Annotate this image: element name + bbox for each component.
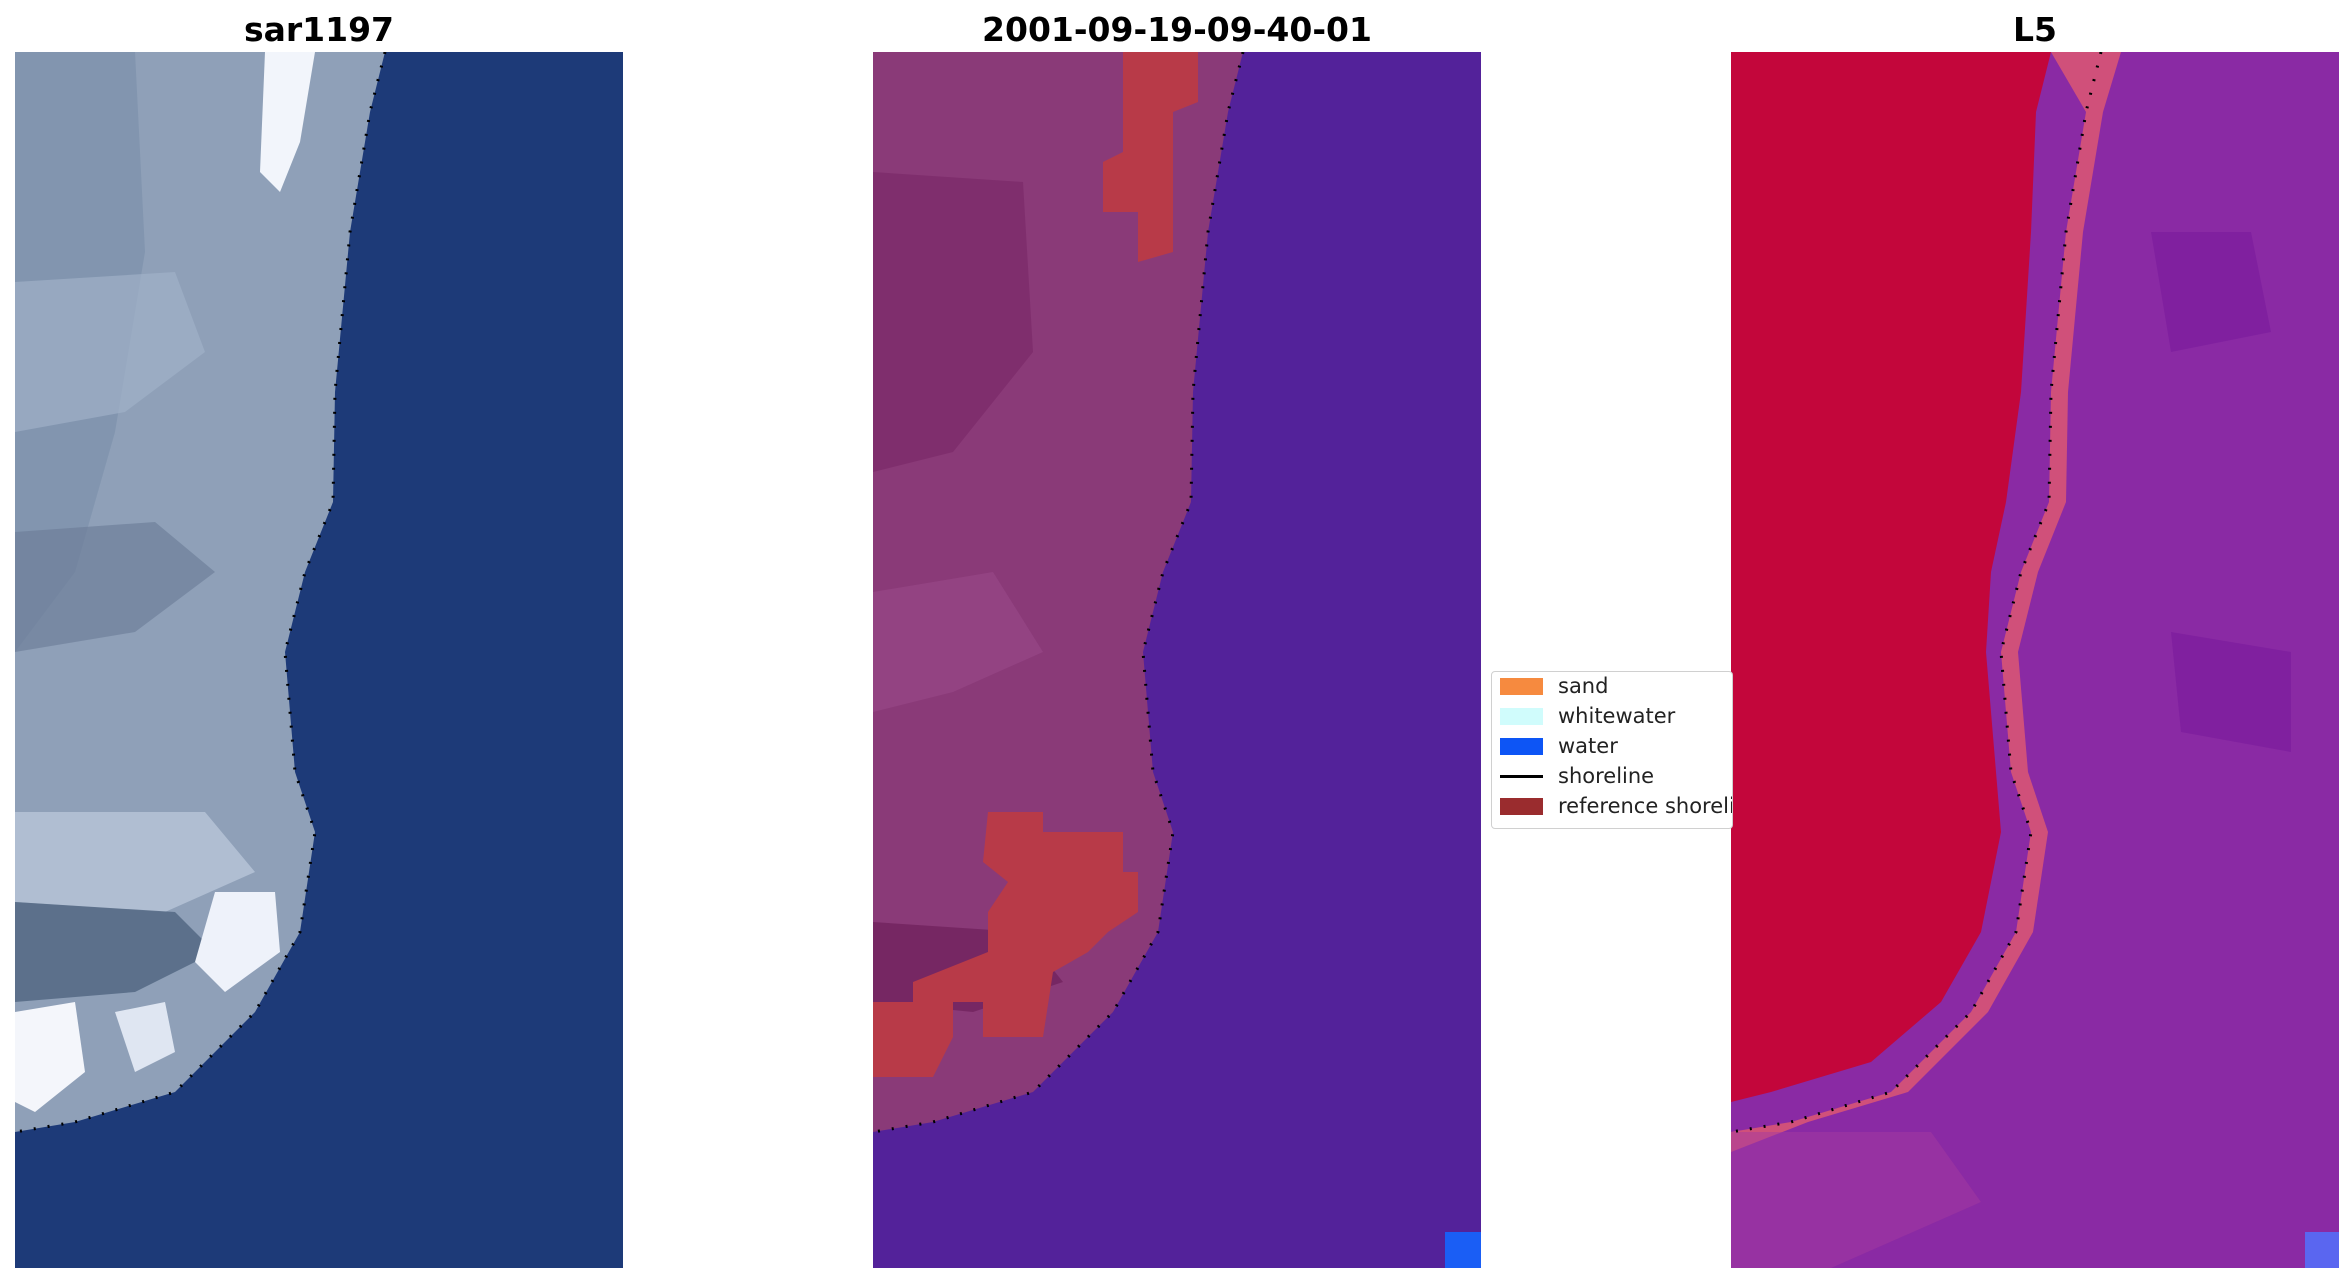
reference-shoreline-middle (873, 52, 1245, 1134)
legend-label: reference shoreli (1558, 794, 1733, 818)
reference-shoreline-left (15, 52, 387, 1134)
legend: sand whitewater water shoreline referenc… (1491, 671, 1733, 829)
water-swatch (1500, 737, 1543, 755)
legend-label: whitewater (1558, 704, 1676, 728)
rgb-image (15, 52, 623, 1268)
legend-label: water (1558, 734, 1618, 758)
legend-item-sand: sand (1500, 673, 1608, 699)
legend-item-water: water (1500, 733, 1618, 759)
sand-swatch (1500, 677, 1543, 695)
rgb-image-panel (15, 52, 623, 1268)
reference-shoreline-right (1731, 52, 2103, 1134)
legend-label: sand (1558, 674, 1609, 698)
whitewater-swatch (1500, 707, 1543, 725)
legend-label: shoreline (1558, 764, 1655, 788)
panel-title-date: 2001-09-19-09-40-01 (982, 10, 1372, 49)
classified-image (873, 52, 1481, 1268)
classified-image-panel (873, 52, 1481, 1268)
panel-title-l5: L5 (2013, 10, 2057, 49)
legend-item-shoreline: shoreline (1500, 763, 1654, 789)
l5-image-panel (1731, 52, 2339, 1268)
legend-item-whitewater: whitewater (1500, 703, 1675, 729)
legend-item-reference-shoreline: reference shoreli (1500, 793, 1733, 819)
panel-title-sar1197: sar1197 (243, 10, 395, 49)
l5-image (1731, 52, 2339, 1268)
reference-shoreline-swatch (1500, 797, 1543, 815)
shoreline-line-swatch (1500, 774, 1543, 778)
